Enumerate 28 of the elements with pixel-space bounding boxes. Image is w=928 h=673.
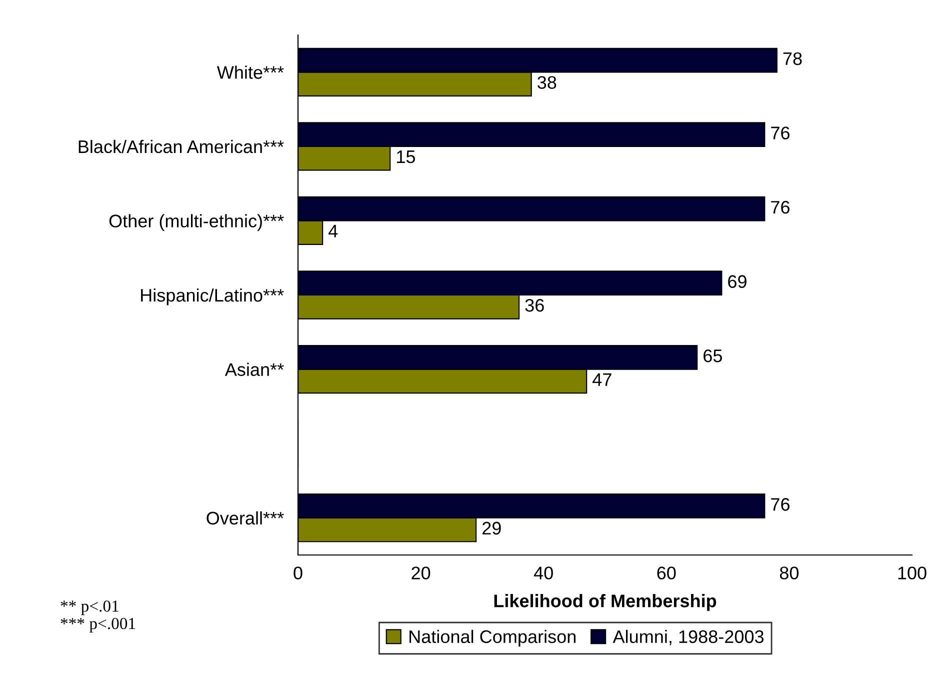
legend-label: National Comparison [410,630,576,647]
x-tick-label: 60 [657,566,676,580]
x-tick-label: 80 [780,566,799,580]
text: ** p<.01 *** p<.001 [60,600,136,633]
data-label: 4 [328,224,338,238]
y-tick-label: Hispanic/Latino*** [141,288,284,306]
y-tick-label: Asian** [224,362,284,376]
data-label: 47 [592,373,612,386]
x-tick-label: 0 [294,566,302,580]
data-label: 38 [538,76,556,89]
x-tick-label: 20 [412,566,430,580]
x-axis-title: Likelihood of Membership [494,594,716,611]
y-tick-label: Overall*** [206,511,284,525]
data-label: 36 [525,298,544,312]
y-tick-label: White*** [216,66,284,79]
data-label: 78 [783,52,802,66]
x-tick-label: 100 [898,566,926,580]
data-label: 76 [771,498,790,511]
y-tick-label: Black/African American*** [78,140,284,154]
data-label: 69 [728,275,746,288]
data-label: 65 [704,349,722,362]
data-label: 15 [397,150,415,164]
data-label: 76 [771,126,790,140]
x-tick-label: 40 [534,566,553,580]
data-label: 29 [482,522,501,535]
legend-label: Alumni, 1988-2003 [612,630,764,646]
y-tick-label: Other (multi-ethnic)*** [109,214,284,231]
data-label: 76 [771,200,790,214]
